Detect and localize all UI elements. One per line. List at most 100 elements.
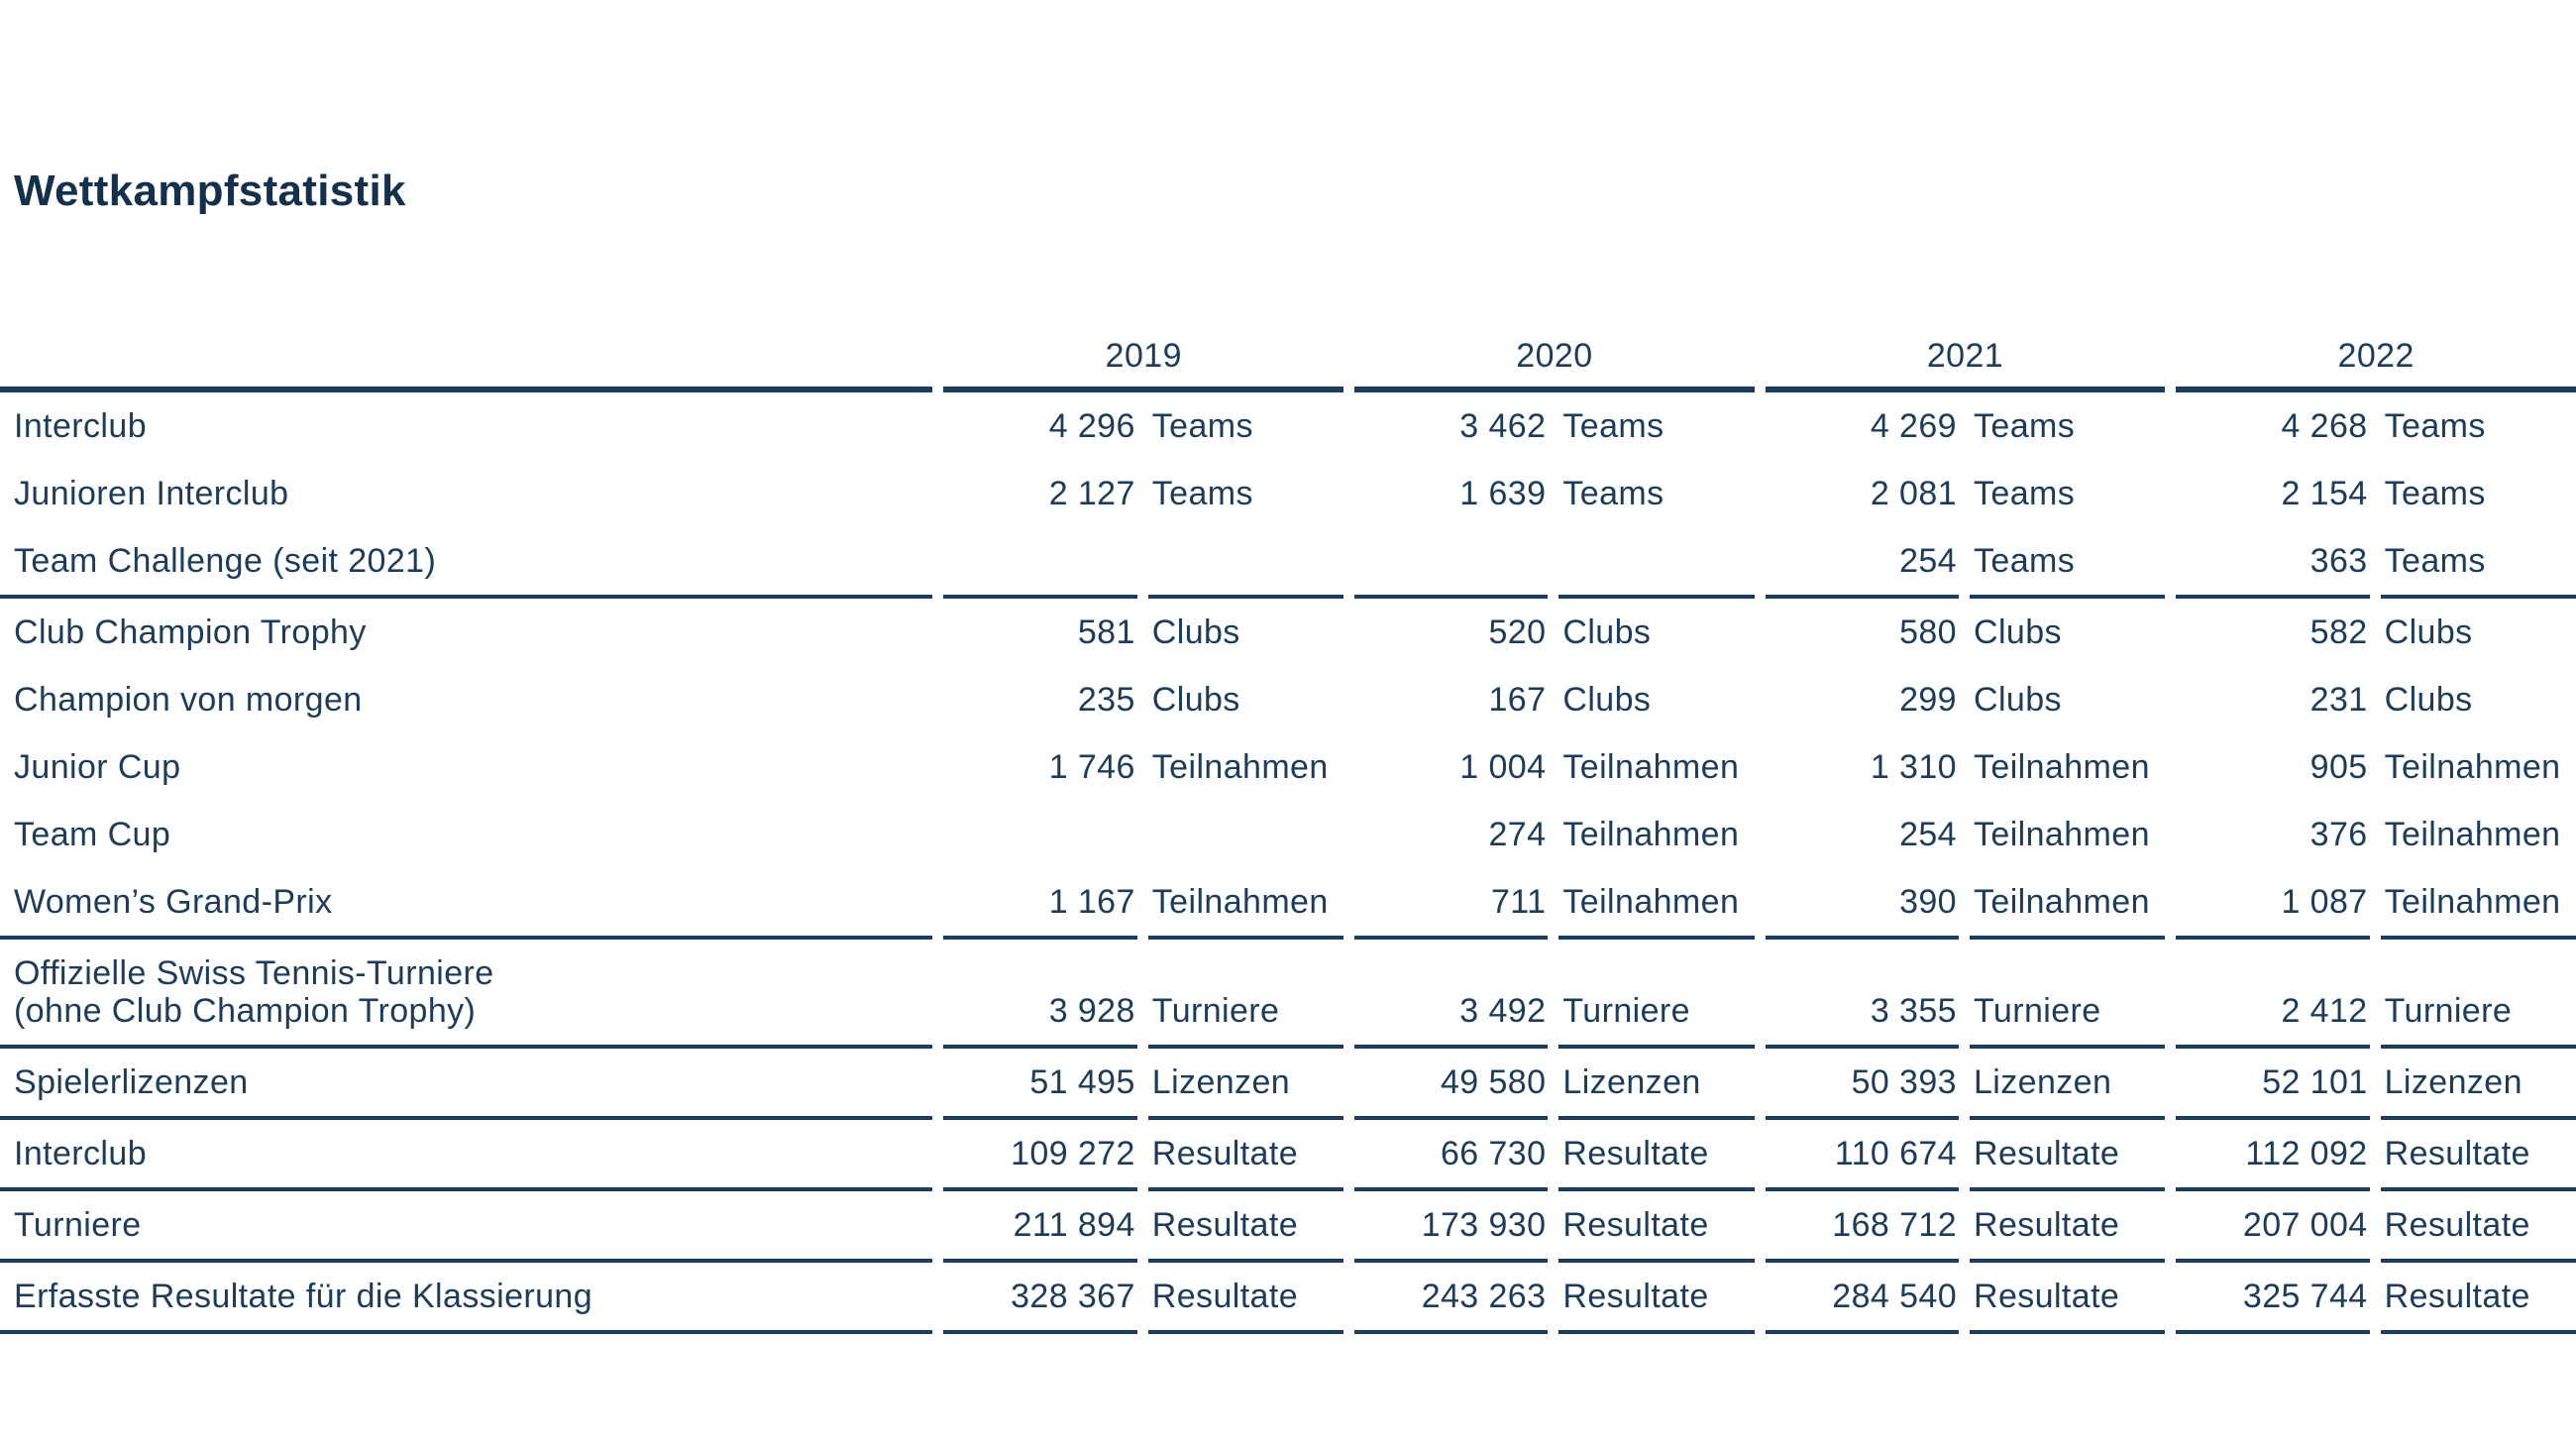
- value-number: 3 355: [1765, 940, 1959, 1049]
- value-unit: Teilnahmen: [1147, 868, 1344, 940]
- value-unit: Resultate: [2380, 1120, 2576, 1191]
- value-number: 299: [1899, 681, 1957, 719]
- value-unit: Teams: [1974, 475, 2076, 512]
- value-unit: Teams: [2384, 407, 2486, 445]
- value-unit: Teilnahmen: [2384, 816, 2561, 853]
- value-number: 2 412: [2176, 940, 2370, 1049]
- value-number: 231: [2309, 681, 2368, 719]
- value-unit: Resultate: [1558, 1120, 1755, 1191]
- table-row: Spielerlizenzen 51 495 Lizenzen 49 580 Lizen…: [0, 1049, 2576, 1120]
- value-unit: Clubs: [2384, 681, 2473, 719]
- value-number: 274: [1488, 816, 1547, 853]
- value-number: 376: [2309, 816, 2368, 853]
- table-row: Women’s Grand-Prix 1 167 Teilnahmen 711 Teil…: [0, 868, 2576, 940]
- value-number: 581: [1077, 613, 1135, 651]
- value-number: 2 081: [1870, 475, 1957, 512]
- table-row: Team Challenge (seit 2021) 254 Teams 363 Tea…: [0, 527, 2576, 599]
- year-column-header: 2019: [943, 337, 1344, 392]
- value-number: 254: [1899, 816, 1957, 853]
- value-unit: Teams: [2380, 527, 2576, 599]
- value-unit: Lizenzen: [1558, 1049, 1755, 1120]
- value-unit: Clubs: [1151, 681, 1240, 719]
- value-unit: Resultate: [1147, 1263, 1344, 1334]
- value-number: 1 746: [1048, 748, 1135, 786]
- year-header-row: 2019 2020 2021 2022: [0, 337, 2576, 392]
- value-unit: Teilnahmen: [1562, 748, 1740, 786]
- value-number: 110 674: [1765, 1120, 1959, 1191]
- value-number: 4 296: [1048, 407, 1135, 445]
- value-number: 52 101: [2176, 1049, 2370, 1120]
- row-label: Turniere: [0, 1191, 933, 1263]
- value-unit: Teilnahmen: [1974, 748, 2150, 786]
- value-unit: Teams: [1970, 527, 2166, 599]
- value-number: 363: [2176, 527, 2370, 599]
- value-unit: Turniere: [1147, 940, 1344, 1049]
- value-unit: Turniere: [2380, 940, 2576, 1049]
- table-row: Erfasste Resultate für die Klassierung 32…: [0, 1263, 2576, 1334]
- value-number: 173 930: [1354, 1191, 1549, 1263]
- value-unit: Teams: [1151, 475, 1253, 512]
- value-unit: Turniere: [1558, 940, 1755, 1049]
- table-row: Team Cup 274 Teilnahmen 254 Teilnahmen 376 Tei…: [0, 801, 2576, 868]
- value-number: [943, 801, 1136, 868]
- table-row: Junioren Interclub 2 127 Teams 1 639 Teams 2 …: [0, 460, 2576, 527]
- value-number: 390: [1765, 868, 1959, 940]
- value-number: 167: [1488, 681, 1547, 719]
- value-number: 582: [2309, 613, 2368, 651]
- table-row: Junior Cup 1 746 Teilnahmen 1 004 Teilnahmen…: [0, 733, 2576, 801]
- value-number: 905: [2309, 748, 2368, 786]
- row-label: Spielerlizenzen: [0, 1049, 933, 1120]
- value-number: 3 462: [1459, 407, 1547, 445]
- value-unit: Clubs: [1974, 613, 2062, 651]
- value-unit: Teams: [1562, 407, 1664, 445]
- row-label: Interclub: [0, 1120, 933, 1191]
- value-unit: Teilnahmen: [1151, 748, 1329, 786]
- value-unit: Resultate: [2380, 1191, 2576, 1263]
- page-title: Wettkampfstatistik: [14, 167, 406, 215]
- table-row: Club Champion Trophy 581 Clubs 520 Clubs 580 C…: [0, 599, 2576, 666]
- year-column-header: 2021: [1765, 337, 2166, 392]
- statistics-table: 2019 2020 2021 2022 Interclub 4 296 Teams 3 46…: [0, 337, 2576, 1334]
- value-unit: Turniere: [1970, 940, 2166, 1049]
- value-number: 4 269: [1870, 407, 1957, 445]
- value-unit: Resultate: [1970, 1263, 2166, 1334]
- value-unit: Resultate: [1558, 1263, 1755, 1334]
- table-row: Turniere 211 894 Resultate 173 930 Resultate…: [0, 1191, 2576, 1263]
- value-unit: Lizenzen: [1970, 1049, 2166, 1120]
- value-number: 711: [1354, 868, 1549, 940]
- value-unit: Teams: [2384, 475, 2486, 512]
- value-number: 235: [1077, 681, 1135, 719]
- value-unit: Teilnahmen: [1974, 816, 2150, 853]
- value-unit: Resultate: [1970, 1191, 2166, 1263]
- value-number: 207 004: [2176, 1191, 2370, 1263]
- value-number: 1 310: [1870, 748, 1957, 786]
- value-unit: Resultate: [1970, 1120, 2166, 1191]
- table-row: Offizielle Swiss Tennis-Turniere (ohne Cl…: [0, 940, 2576, 1049]
- value-number: 2 127: [1048, 475, 1135, 512]
- value-number: 3 928: [943, 940, 1137, 1049]
- value-number: 1 639: [1459, 475, 1547, 512]
- value-number: 51 495: [943, 1049, 1137, 1120]
- value-unit: Lizenzen: [1147, 1049, 1344, 1120]
- value-number: 254: [1765, 527, 1959, 599]
- value-unit: Clubs: [1562, 613, 1652, 651]
- year-column-header: 2020: [1354, 337, 1755, 392]
- value-number: [1354, 527, 1549, 599]
- value-unit: Resultate: [2380, 1263, 2576, 1334]
- value-number: 328 367: [943, 1263, 1137, 1334]
- row-label: Team Challenge (seit 2021): [0, 527, 933, 599]
- value-unit: Teams: [1974, 407, 2076, 445]
- value-number: 4 268: [2281, 407, 2368, 445]
- value-number: 50 393: [1765, 1049, 1959, 1120]
- value-unit: Clubs: [1974, 681, 2062, 719]
- value-unit: Resultate: [1558, 1191, 1755, 1263]
- year-column-header: 2022: [2176, 337, 2576, 392]
- table-row: Interclub 109 272 Resultate 66 730 Resultate…: [0, 1120, 2576, 1191]
- value-unit: [1148, 801, 1343, 868]
- value-unit: Resultate: [1147, 1191, 1344, 1263]
- value-number: 284 540: [1765, 1263, 1959, 1334]
- value-unit: Teilnahmen: [1562, 816, 1740, 853]
- value-unit: [1558, 527, 1755, 599]
- value-number: 243 263: [1354, 1263, 1549, 1334]
- value-unit: Teilnahmen: [2384, 748, 2561, 786]
